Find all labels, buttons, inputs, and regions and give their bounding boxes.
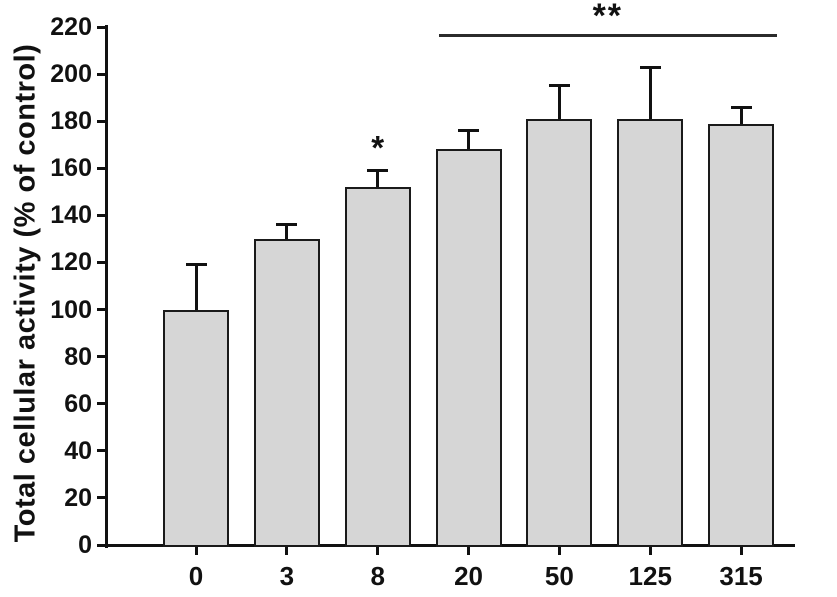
bar <box>526 118 593 547</box>
y-tick <box>97 72 105 76</box>
y-tick <box>97 543 105 547</box>
x-tick <box>557 547 561 555</box>
y-tick <box>97 119 105 123</box>
y-tick-label: 120 <box>50 248 92 277</box>
x-tick <box>648 547 652 555</box>
error-bar-line <box>557 85 561 119</box>
y-tick-label: 0 <box>78 531 92 559</box>
x-tick <box>467 547 471 555</box>
error-bar-line <box>467 130 471 150</box>
x-tick-label: 20 <box>454 561 483 591</box>
x-tick <box>739 547 743 555</box>
x-tick-label: 3 <box>279 561 295 591</box>
y-tick <box>97 260 105 264</box>
error-bar-line <box>376 170 380 188</box>
y-tick-label: 180 <box>50 107 92 136</box>
y-tick-label: 40 <box>64 436 92 465</box>
bar <box>435 149 502 547</box>
x-tick-label: 315 <box>719 561 763 591</box>
error-bar-cap <box>367 169 389 173</box>
y-tick-label: 100 <box>50 295 92 324</box>
x-tick-label: 50 <box>544 561 574 591</box>
error-bar-cap <box>458 129 480 133</box>
x-tick-label: 0 <box>188 561 204 591</box>
y-tick-label: 80 <box>64 342 92 371</box>
x-tick-label: 125 <box>628 561 672 591</box>
y-tick <box>97 402 105 406</box>
x-tick <box>194 547 198 555</box>
significance-star: * <box>371 128 385 166</box>
bar <box>163 309 229 547</box>
error-bar-cap <box>639 65 661 69</box>
y-tick-label: 140 <box>50 201 92 230</box>
x-tick <box>376 547 380 555</box>
y-axis-line <box>105 25 108 548</box>
error-bar-line <box>648 67 652 119</box>
y-tick-label: 200 <box>50 60 92 89</box>
y-tick <box>97 25 105 29</box>
bar <box>708 123 775 547</box>
y-tick-label: 20 <box>64 483 92 512</box>
error-bar-cap <box>276 223 298 227</box>
y-tick-label: 160 <box>50 154 92 183</box>
bar <box>617 118 684 547</box>
x-tick-label: 8 <box>370 561 385 591</box>
error-bar-line <box>285 224 289 239</box>
error-bar-cap <box>185 263 207 267</box>
y-tick-label: 60 <box>64 389 92 418</box>
y-tick <box>97 496 105 500</box>
error-bar-cap <box>730 105 752 109</box>
significance-label: ** <box>592 0 624 36</box>
error-bar-line <box>739 107 743 124</box>
x-tick <box>285 547 289 555</box>
y-tick <box>97 355 105 359</box>
y-tick <box>97 449 105 453</box>
significance-line <box>438 34 778 38</box>
error-bar-line <box>194 264 198 310</box>
y-tick <box>97 213 105 217</box>
y-tick-label: 220 <box>50 13 92 41</box>
y-tick <box>97 166 105 170</box>
y-tick <box>97 308 105 312</box>
bar <box>253 238 320 547</box>
bar <box>344 187 411 547</box>
error-bar-cap <box>548 84 570 88</box>
